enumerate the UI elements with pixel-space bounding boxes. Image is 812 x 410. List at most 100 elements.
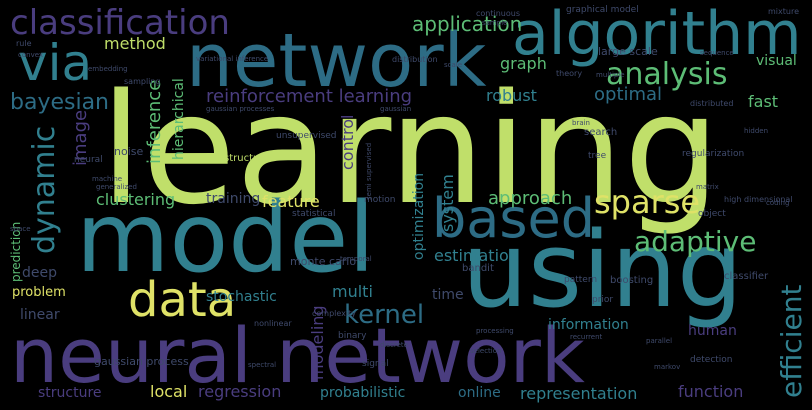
word-deep: deep [22,265,57,281]
word-based: based [432,187,596,250]
word-pattern: pattern [564,275,598,285]
word-graphical-model: graphical model [566,5,639,15]
word-brain: brain [572,119,590,127]
word-classification: classification [10,3,230,43]
word-sparse: sparse [594,183,701,221]
word-network: network [186,18,487,104]
word-prior: prior [592,295,614,305]
word-gaussian-process: gaussian process [94,355,189,368]
word-sequence: sequence [700,49,734,57]
word-function: function [678,382,744,401]
word-distribution: distribution [392,55,438,64]
word-boosting: boosting [610,275,654,286]
word-generalized: generalized [96,183,137,191]
word-local: local [150,382,188,401]
word-recurrent: recurrent [570,333,603,341]
word-system: system [438,174,457,232]
word-multiple: multiple [596,71,625,79]
word-time: time [432,287,464,303]
word-processing: processing [476,327,514,335]
word-matrix: matrix [696,183,719,191]
word-representation: representation [520,384,638,403]
word-high-dimensional: high dimensional [724,195,793,204]
word-space: space [10,225,31,233]
word-optimization: optimization [411,172,427,260]
word-large-scale: large scale [598,45,658,58]
word-mixture: mixture [768,7,799,16]
word-linear: linear [20,307,60,323]
word-tree: tree [588,151,607,161]
word-human: human [688,323,737,339]
word-probabilistic: probabilistic [320,385,406,401]
word-rule: rule [16,39,32,48]
word-model: model [76,182,375,294]
word-regularization: regularization [682,149,745,159]
word-scale: scale [444,61,463,69]
word-via: via [18,34,93,92]
word-data: data [128,272,237,328]
word-coding: coding [766,199,790,207]
word-statistical: statistical [292,209,336,219]
word-approach: approach [488,188,573,209]
word-efficient: efficient [775,284,808,398]
word-gaussian-processes: gaussian processes [206,105,275,113]
word-online: online [458,385,501,401]
word-detection: detection [690,355,733,365]
word-learning: learning [100,61,721,238]
word-binary: binary [338,331,367,341]
word-optimal: optimal [594,84,663,105]
word-hierarchical: hierarchical [171,78,187,160]
word-dynamic: dynamic [27,125,62,254]
word-estimation: estimation [434,246,519,265]
word-gaussian: gaussian [380,105,412,113]
word-signal: signal [362,359,389,369]
word-method: method [104,34,166,53]
word-unsupervised: unsupervised [276,131,337,141]
word-training: training [206,191,261,207]
word-feature: feature [262,192,320,211]
word-noise: noise [114,145,144,158]
word-sample: sample [482,19,508,27]
word-variational-inference: variational inference [196,55,269,63]
word-visual: visual [756,53,797,69]
word-hidden: hidden [744,127,769,135]
word-multi: multi [332,282,373,301]
word-discrete: discrete [380,341,408,349]
word-reinforcement-learning: reinforcement learning [206,86,413,107]
word-graph: graph [500,54,547,73]
word-algorithm: algorithm [512,0,802,69]
word-bayesian: bayesian [10,90,109,115]
word-nonlinear: nonlinear [254,319,292,328]
word-information: information [548,317,629,333]
word-clustering: clustering [96,190,176,209]
word-complexity: complexity [312,309,356,318]
word-analysis: analysis [606,57,728,92]
word-selection: selection [470,347,502,355]
word-problem: problem [12,285,66,300]
word-inference: inference [144,79,165,164]
word-regression: regression [198,382,282,401]
word-search: search [584,127,618,138]
word-parallel: parallel [646,337,673,345]
word-semi-supervised: semi supervised [365,142,373,200]
word-motion: motion [364,195,396,205]
word-spectral: spectral [248,361,277,369]
word-machine: machine [92,175,123,183]
word-markov: markov [654,363,681,371]
word-sampling: sampling [124,77,161,86]
word-embedding: embedding [88,65,128,73]
word-classifier: classifier [724,271,769,282]
word-using: using [462,209,743,331]
word-application: application [412,12,523,36]
word-adaptive: adaptive [634,225,757,258]
word-distributed: distributed [690,99,734,108]
word-temporal: temporal [340,255,372,263]
word-continuous: continuous [476,9,520,18]
word-neural: neural [74,155,103,165]
word-structured: structured [224,153,276,164]
word-kernel: kernel [344,300,425,330]
word-robust: robust [486,86,537,105]
word-monte-carlo: monte carlo [290,255,357,268]
word-neural-network: neural network [10,311,585,400]
